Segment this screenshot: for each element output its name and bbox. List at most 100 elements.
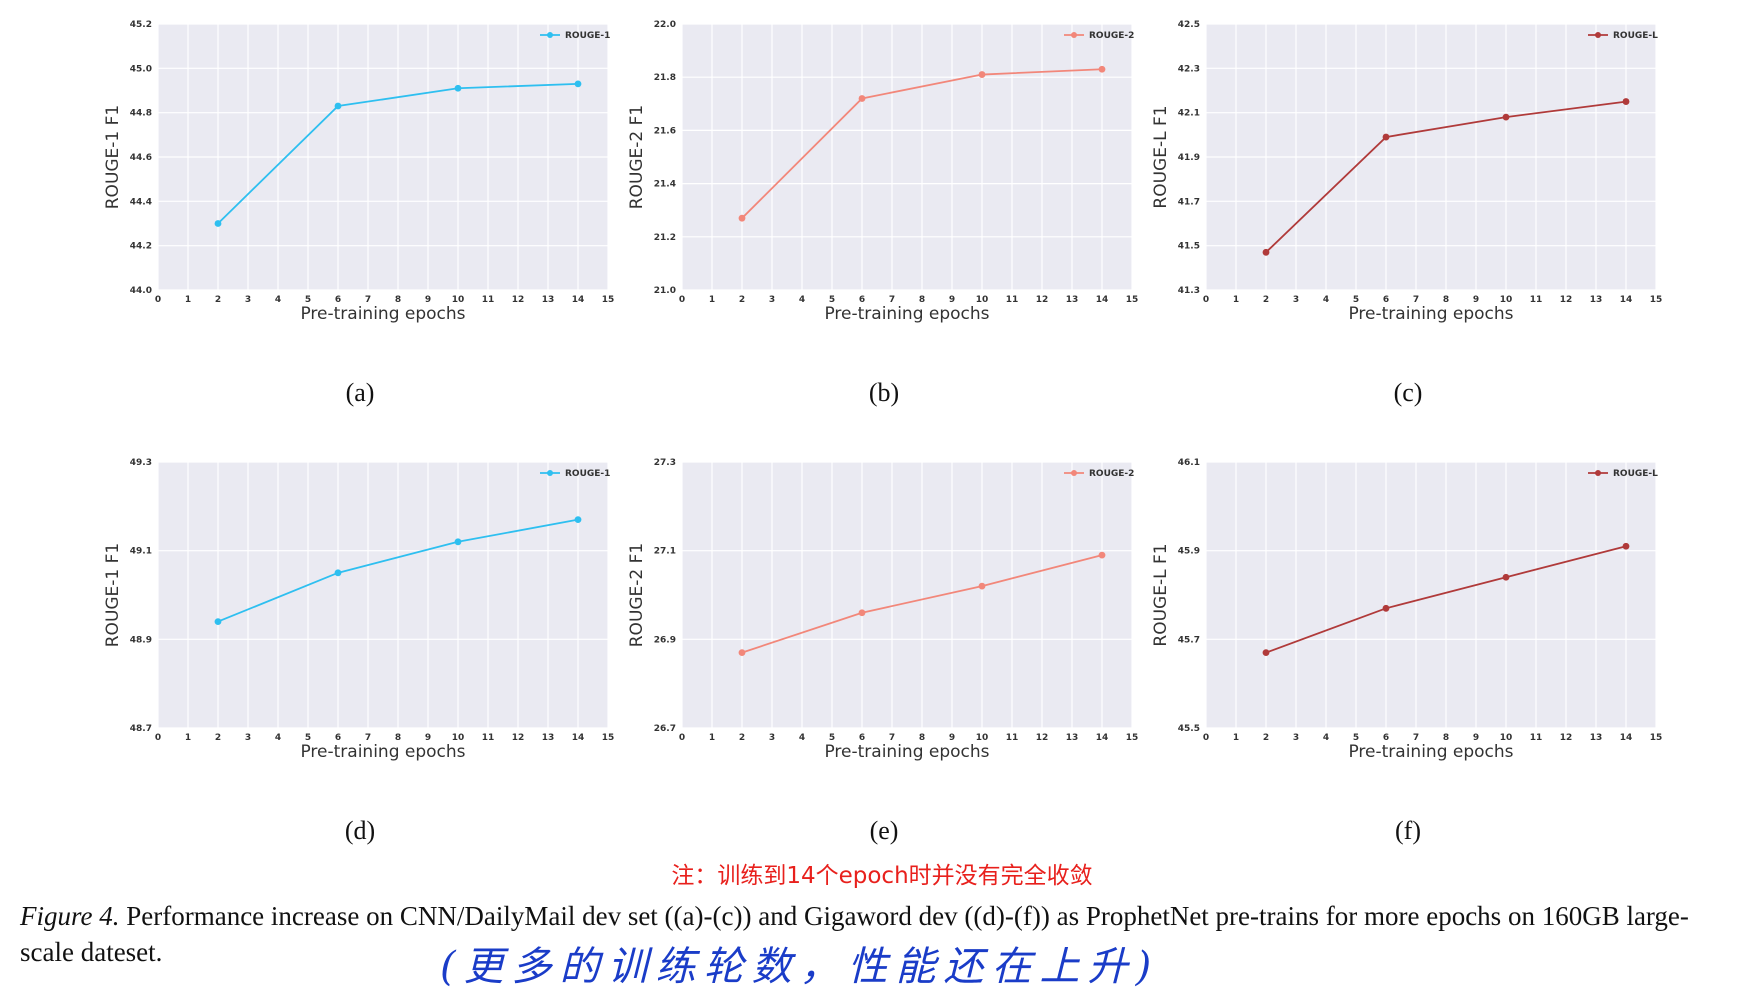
x-tick-label: 1 [709, 295, 715, 305]
x-tick-label: 0 [679, 295, 685, 305]
x-tick-label: 5 [829, 295, 835, 305]
y-tick-label: 45.5 [1178, 724, 1200, 734]
data-point [1262, 248, 1270, 256]
x-tick-label: 2 [215, 295, 221, 305]
y-tick-label: 21.0 [654, 286, 676, 296]
x-tick-label: 7 [365, 295, 371, 305]
x-tick-label: 11 [1530, 733, 1543, 743]
data-point [1502, 573, 1510, 581]
x-tick-label: 5 [1353, 733, 1359, 743]
x-tick-label: 14 [572, 295, 585, 305]
x-tick-label: 12 [1560, 295, 1573, 305]
data-point [858, 95, 866, 102]
x-tick-label: 6 [859, 295, 865, 305]
handwritten-annotation: (更多的训练轮数，性能还在上升) [440, 944, 1160, 990]
x-axis-label: Pre-training epochs [300, 304, 465, 324]
data-point [454, 84, 462, 92]
panel-label-d: (d) [344, 816, 376, 845]
x-tick-label: 9 [1473, 295, 1479, 305]
x-tick-label: 3 [769, 295, 775, 305]
x-tick-label: 11 [1006, 295, 1019, 305]
chart-c: 41.341.541.741.942.142.342.50 1 2 3 4 5 6 7 8 9 10… [1151, 20, 1663, 324]
x-tick-label: 14 [1620, 733, 1633, 743]
y-axis-label: ROUGE-2 F1 [627, 543, 647, 648]
x-tick-label: 3 [769, 733, 775, 743]
x-tick-label: 9 [1473, 733, 1479, 743]
x-tick-label: 7 [1413, 295, 1419, 305]
x-tick-label: 15 [1126, 295, 1139, 305]
data-point [574, 516, 582, 524]
x-tick-label: 10 [976, 733, 989, 743]
x-axis-label: Pre-training epochs [824, 304, 989, 324]
x-tick-label: 10 [452, 733, 465, 743]
chart-panel-a: 44.0 44.2 44.4 44.6 44.8 45.0 45.2 0 1 2 3 4 5 6 7 8 9 10… [80, 10, 640, 430]
y-tick-label: 21.4 [654, 180, 676, 190]
panel-label-f: (f) [1395, 816, 1421, 845]
x-tick-label: 11 [1006, 733, 1019, 743]
y-tick-label: 27.3 [654, 458, 676, 468]
x-tick-label: 11 [1530, 295, 1543, 305]
x-tick-label: 5 [305, 295, 311, 305]
chart-a: 44.044.244.444.644.845.045.20 1 2 3 4 5 6 7 8 9 10… [103, 20, 615, 324]
x-tick-label: 3 [245, 733, 251, 743]
x-tick-label: 1 [709, 733, 715, 743]
x-tick-label: 15 [1650, 733, 1663, 743]
caption-text: Performance increase on CNN/DailyMail de… [20, 901, 1689, 967]
x-tick-label: 6 [1383, 295, 1389, 305]
x-tick-label: 4 [275, 295, 281, 305]
x-tick-label: 15 [1650, 295, 1663, 305]
x-tick-label: 9 [425, 733, 431, 743]
panel-label-e: (e) [869, 816, 899, 845]
x-tick-label: 3 [1293, 295, 1299, 305]
x-tick-label: 12 [1560, 733, 1573, 743]
data-point [1382, 133, 1390, 141]
x-tick-label: 8 [1443, 295, 1449, 305]
x-tick-label: 6 [335, 295, 341, 305]
x-tick-label: 8 [395, 733, 401, 743]
x-tick-label: 0 [1203, 733, 1209, 743]
figure-caption: Figure 4. Performance increase on CNN/Da… [20, 898, 1740, 970]
legend-marker [1595, 32, 1601, 38]
convergence-note: 注：训练到14个epoch时并没有完全收敛 [671, 863, 1093, 889]
data-point [1622, 542, 1630, 550]
x-axis-label: Pre-training epochs [1348, 742, 1513, 762]
legend-label: ROUGE-2 [1089, 469, 1134, 479]
y-tick-label: 41.5 [1178, 242, 1200, 252]
x-tick-label: 2 [1263, 733, 1269, 743]
y-tick-label: 44.8 [130, 109, 152, 119]
y-tick-label: 42.1 [1178, 109, 1200, 119]
chart-f: 45.545.745.946.10 1 2 3 4 5 6 7 8 9 10 11 12 13 14 15Pr… [1151, 458, 1663, 762]
series-line-rouge-2 [741, 554, 1103, 654]
x-tick-label: 9 [949, 295, 955, 305]
x-tick-label: 8 [1443, 733, 1449, 743]
y-tick-label: 21.2 [654, 233, 676, 243]
data-point [334, 102, 342, 110]
series-line-rouge-2 [741, 68, 1103, 219]
data-point [214, 618, 222, 625]
y-tick-label: 44.0 [130, 286, 152, 296]
chart-panel-b: 21.0 21.2 21.4 21.6 21.8 22.0 0 1 2 3 4 5 6 7 8 9 10 11 12… [604, 10, 1164, 430]
x-axis-label: Pre-training epochs [300, 742, 465, 762]
data-point [1382, 604, 1390, 612]
x-tick-label: 15 [602, 295, 615, 305]
x-tick-label: 11 [482, 733, 495, 743]
y-tick-label: 21.6 [654, 126, 676, 136]
legend-marker [547, 32, 553, 38]
x-tick-label: 10 [452, 295, 465, 305]
y-tick-label: 46.1 [1178, 458, 1200, 468]
data-point [1502, 113, 1510, 121]
x-tick-label: 13 [542, 733, 555, 743]
chart-b: 21.021.221.421.621.822.00 1 2 3 4 5 6 7 8 9 10 11 12… [627, 20, 1139, 324]
x-tick-label: 11 [482, 295, 495, 305]
series-line-rouge-l [1265, 100, 1627, 253]
x-tick-label: 4 [1323, 733, 1329, 743]
x-tick-label: 7 [889, 295, 895, 305]
plot-background [682, 462, 1132, 728]
x-tick-label: 9 [425, 295, 431, 305]
x-tick-label: 3 [1293, 733, 1299, 743]
data-point [454, 538, 462, 546]
y-tick-label: 42.3 [1178, 64, 1200, 74]
x-tick-label: 6 [859, 733, 865, 743]
y-tick-label: 49.3 [130, 458, 152, 468]
x-tick-label: 3 [245, 295, 251, 305]
